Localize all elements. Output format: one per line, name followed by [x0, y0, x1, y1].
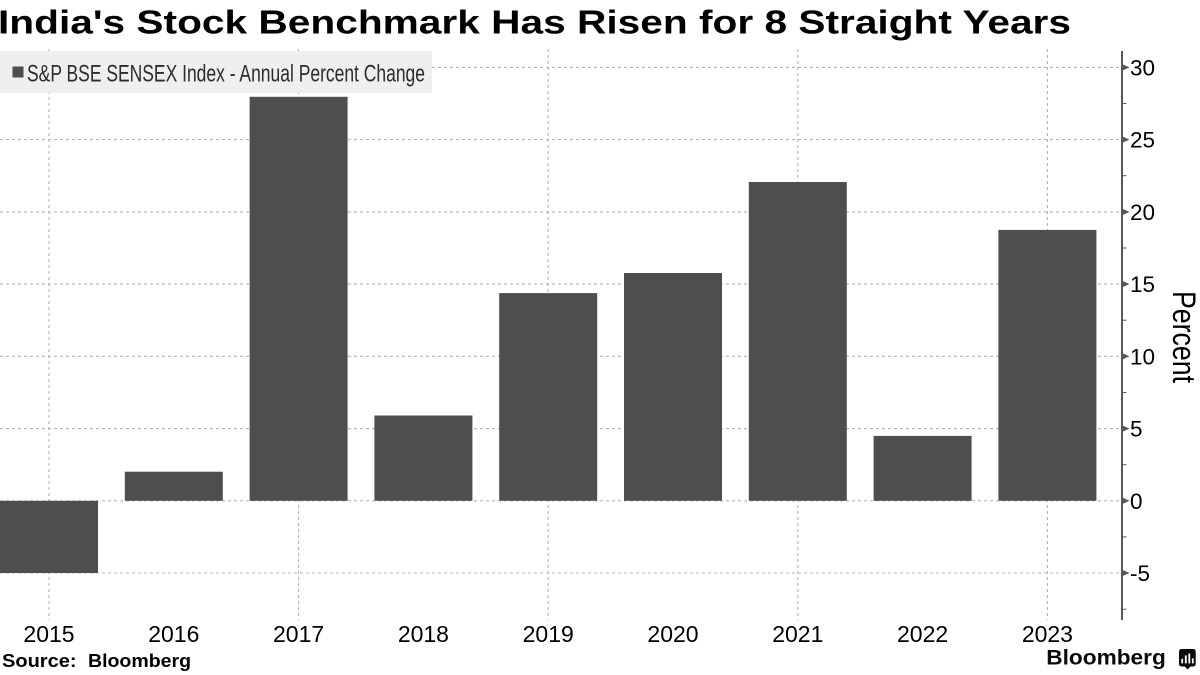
svg-text:20: 20 — [1130, 200, 1155, 225]
svg-text:2022: 2022 — [897, 621, 948, 647]
svg-text:2018: 2018 — [398, 621, 449, 647]
svg-text:15: 15 — [1130, 272, 1155, 297]
svg-text:2021: 2021 — [772, 621, 823, 647]
svg-text:10: 10 — [1130, 344, 1155, 369]
svg-text:-5: -5 — [1130, 561, 1150, 586]
svg-text:S&P BSE SENSEX Index - Annual: S&P BSE SENSEX Index - Annual Percent Ch… — [27, 61, 425, 88]
svg-text:2017: 2017 — [273, 621, 324, 647]
svg-text:India's Stock Benchmark Has Ri: India's Stock Benchmark Has Risen for 8 … — [0, 4, 1071, 41]
svg-text:2015: 2015 — [23, 621, 74, 647]
svg-text:2023: 2023 — [1022, 621, 1073, 647]
svg-text:Bloomberg: Bloomberg — [88, 650, 191, 671]
svg-text:2019: 2019 — [523, 621, 574, 647]
svg-text:5: 5 — [1130, 417, 1143, 442]
svg-text:30: 30 — [1130, 55, 1155, 80]
svg-text:Bloomberg: Bloomberg — [1046, 646, 1166, 670]
svg-text:0: 0 — [1130, 489, 1143, 514]
svg-text:2016: 2016 — [148, 621, 199, 647]
svg-text:2020: 2020 — [647, 621, 698, 647]
svg-text:Source:: Source: — [2, 650, 77, 671]
svg-text:25: 25 — [1130, 128, 1155, 153]
svg-text:Percent: Percent — [1166, 291, 1200, 383]
